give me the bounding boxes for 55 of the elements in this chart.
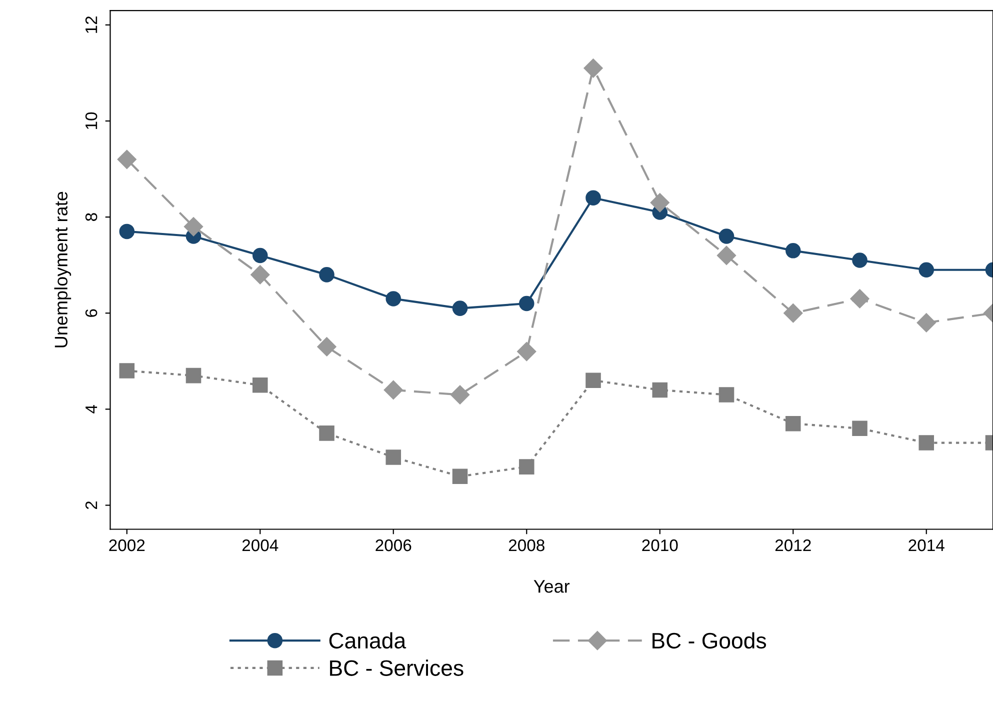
point	[852, 252, 868, 268]
point	[252, 378, 268, 393]
point	[785, 243, 801, 258]
point	[785, 416, 801, 432]
y-tick-label: 2	[85, 501, 98, 510]
point	[384, 380, 403, 400]
point	[650, 193, 670, 212]
point	[918, 435, 934, 450]
legend-label: BC - Services	[330, 660, 464, 676]
point	[117, 150, 136, 169]
x-tick-label: 2002	[109, 539, 145, 552]
point	[452, 300, 468, 316]
legend-label: BC - Goods	[652, 632, 766, 649]
point	[386, 450, 402, 465]
legend-label: Canada	[329, 632, 406, 649]
point	[784, 304, 803, 323]
point	[386, 291, 402, 306]
point	[518, 459, 534, 474]
x-tick-label: 2010	[642, 539, 678, 552]
point	[586, 372, 601, 388]
point	[317, 337, 336, 356]
point	[250, 265, 270, 284]
point	[319, 426, 334, 441]
point	[718, 387, 734, 402]
point	[652, 382, 668, 398]
y-tick-label: 4	[86, 405, 98, 414]
point	[916, 313, 936, 332]
point	[584, 58, 603, 78]
y-tick-label: 12	[85, 16, 98, 33]
y-tick-label: 6	[85, 309, 98, 317]
x-tick-label: 2004	[242, 539, 278, 552]
point	[918, 262, 934, 278]
point	[319, 267, 334, 282]
point	[718, 228, 734, 244]
y-axis-title: Unemployment rate	[54, 192, 72, 348]
x-tick-label: 2012	[775, 539, 811, 552]
y-tick-label: 10	[85, 112, 98, 129]
point	[252, 248, 268, 264]
point	[119, 363, 135, 378]
x-tick-label: 2006	[376, 539, 412, 552]
point	[450, 385, 470, 404]
point	[186, 368, 202, 384]
point	[716, 246, 736, 266]
point	[586, 190, 601, 206]
point	[518, 296, 534, 312]
x-axis-title: Year	[534, 580, 570, 593]
point	[852, 420, 868, 436]
x-tick-label: 2014	[908, 539, 944, 552]
point	[452, 468, 468, 484]
point	[850, 289, 870, 308]
x-tick-label: 2008	[508, 539, 544, 552]
point	[119, 224, 135, 240]
point	[184, 217, 204, 236]
y-tick-label: 8	[85, 213, 98, 221]
point	[517, 342, 536, 362]
